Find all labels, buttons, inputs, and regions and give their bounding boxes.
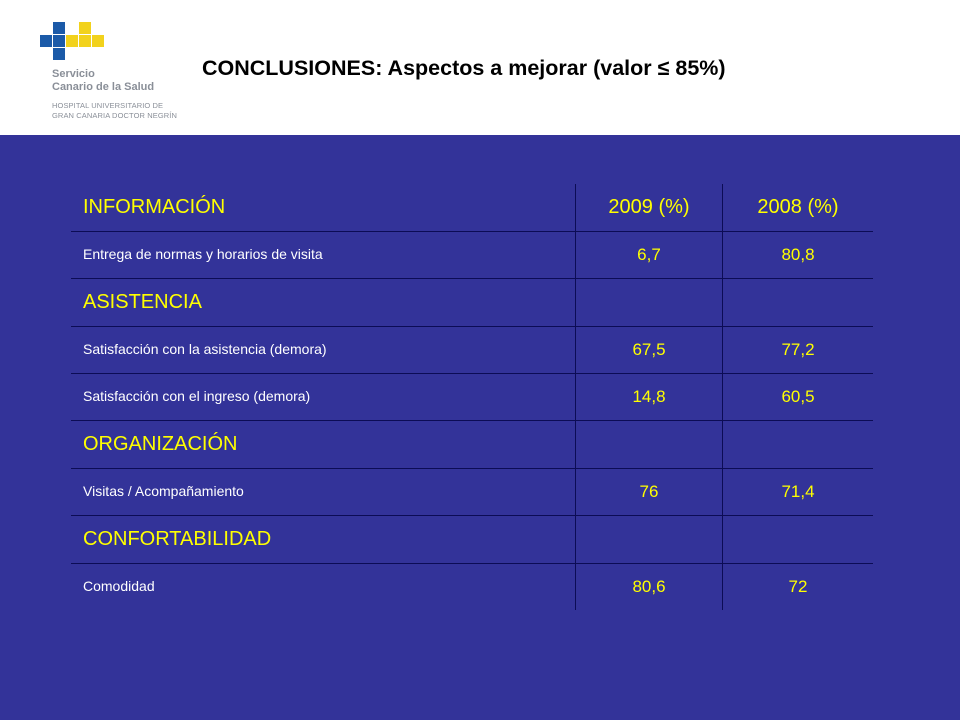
section-label: CONFORTABILIDAD — [71, 515, 576, 564]
row-label: Comodidad — [71, 563, 576, 610]
section-row-asistencia: ASISTENCIA — [71, 278, 873, 327]
row-label: Satisfacción con la asistencia (demora) — [71, 326, 576, 374]
empty-cell — [722, 420, 873, 469]
empty-cell — [575, 515, 723, 564]
value-2008: 80,8 — [722, 231, 873, 279]
header-band: Servicio Canario de la Salud HOSPITAL UN… — [0, 0, 960, 135]
row-label: Satisfacción con el ingreso (demora) — [71, 373, 576, 421]
table-header-row: INFORMACIÓN 2009 (%) 2008 (%) — [71, 184, 873, 232]
table-row: Comodidad 80,6 72 — [71, 563, 873, 610]
section-row-confortabilidad: CONFORTABILIDAD — [71, 515, 873, 564]
header-informacion: INFORMACIÓN — [83, 196, 226, 218]
slide-title: CONCLUSIONES: Aspectos a mejorar (valor … — [202, 56, 726, 80]
value-2008: 71,4 — [722, 468, 873, 516]
table-row: Entrega de normas y horarios de visita 6… — [71, 231, 873, 279]
table-row: Satisfacción con la asistencia (demora) … — [71, 326, 873, 374]
value-2009: 80,6 — [575, 563, 723, 610]
empty-cell — [722, 515, 873, 564]
value-2009: 67,5 — [575, 326, 723, 374]
section-label: ORGANIZACIÓN — [71, 420, 576, 469]
conclusions-table: INFORMACIÓN 2009 (%) 2008 (%) Entrega de… — [71, 184, 873, 610]
table-row: Satisfacción con el ingreso (demora) 14,… — [71, 373, 873, 421]
cross-logo-icon — [40, 22, 104, 60]
value-2008: 60,5 — [722, 373, 873, 421]
logo-line-servicio: Servicio — [52, 68, 95, 80]
logo-line-canario: Canario de la Salud — [52, 81, 155, 93]
table-row: Visitas / Acompañamiento 76 71,4 — [71, 468, 873, 516]
header-2009: 2009 (%) — [575, 184, 723, 232]
row-label: Entrega de normas y horarios de visita — [71, 231, 576, 279]
empty-cell — [575, 420, 723, 469]
servicio-canario-logo: Servicio Canario de la Salud HOSPITAL UN… — [40, 22, 210, 127]
value-2009: 76 — [575, 468, 723, 516]
value-2008: 72 — [722, 563, 873, 610]
logo-line-hospital: HOSPITAL UNIVERSITARIO DE — [52, 101, 164, 110]
logo-line-gran-canaria: GRAN CANARIA DOCTOR NEGRÍN — [52, 111, 177, 120]
empty-cell — [722, 278, 873, 327]
section-row-organizacion: ORGANIZACIÓN — [71, 420, 873, 469]
value-2009: 6,7 — [575, 231, 723, 279]
value-2008: 77,2 — [722, 326, 873, 374]
section-label: ASISTENCIA — [71, 278, 576, 327]
empty-cell — [575, 278, 723, 327]
value-2009: 14,8 — [575, 373, 723, 421]
row-label: Visitas / Acompañamiento — [71, 468, 576, 516]
header-2008: 2008 (%) — [722, 184, 873, 232]
